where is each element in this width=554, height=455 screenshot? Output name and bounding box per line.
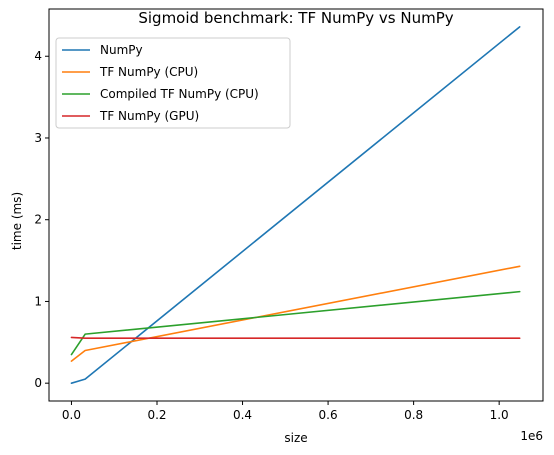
y-tick-label: 4 xyxy=(34,49,42,63)
legend-label-tf-numpy-gpu: TF NumPy (GPU) xyxy=(99,109,199,123)
y-axis: 0 1 2 3 4 xyxy=(34,49,49,390)
x-tick-label: 0.0 xyxy=(62,408,81,422)
series-line-compiled-tf-numpy-cpu xyxy=(70,290,521,356)
series-line-numpy xyxy=(70,26,521,384)
series-line-tf-numpy-cpu xyxy=(70,265,521,362)
legend: NumPy TF NumPy (CPU) Compiled TF NumPy (CP… xyxy=(55,37,291,129)
x-tick-label: 0.8 xyxy=(404,408,423,422)
legend-label-tf-numpy-cpu: TF NumPy (CPU) xyxy=(99,65,198,79)
x-tick-label: 0.6 xyxy=(319,408,338,422)
y-tick-label: 0 xyxy=(34,376,42,390)
legend-box xyxy=(55,37,291,129)
x-tick-label: 0.4 xyxy=(233,408,252,422)
x-tick-label: 0.2 xyxy=(147,408,166,422)
y-axis-label: time (ms) xyxy=(10,192,24,250)
y-tick-label: 1 xyxy=(34,294,42,308)
x-axis: 0.0 0.2 0.4 0.6 0.8 1.0 xyxy=(62,401,509,422)
x-tick-label: 1.0 xyxy=(490,408,509,422)
x-axis-offset-label: 1e6 xyxy=(520,429,543,443)
x-axis-label: size xyxy=(284,431,307,445)
chart-title: Sigmoid benchmark: TF NumPy vs NumPy xyxy=(138,9,453,27)
legend-label-numpy: NumPy xyxy=(100,43,143,57)
y-tick-label: 3 xyxy=(34,131,42,145)
series-line-tf-numpy-gpu xyxy=(70,336,521,340)
plot-frame xyxy=(48,8,544,402)
y-tick-label: 2 xyxy=(34,213,42,227)
legend-label-compiled-tf-numpy-cpu: Compiled TF NumPy (CPU) xyxy=(100,87,259,101)
plot-area xyxy=(70,26,521,384)
